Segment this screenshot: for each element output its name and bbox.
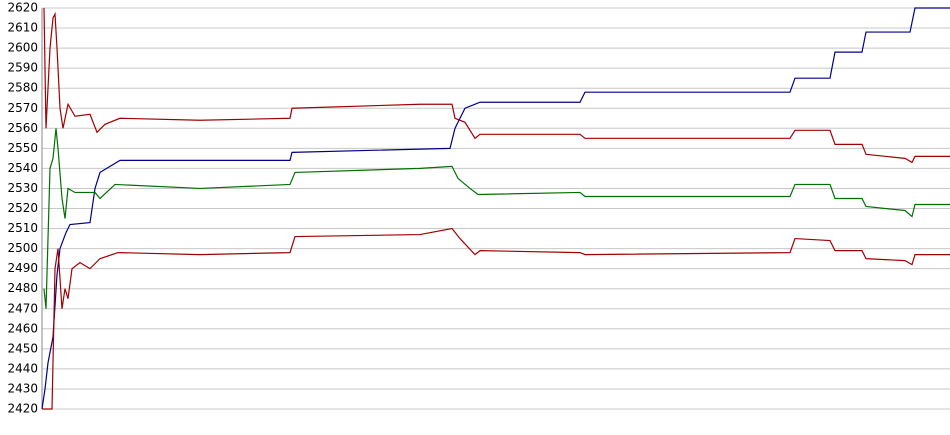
y-tick-label: 2490	[7, 261, 38, 275]
series-line	[42, 227, 950, 410]
y-tick-label: 2570	[7, 101, 38, 115]
y-tick-label: 2600	[7, 41, 38, 55]
y-tick-label: 2500	[7, 241, 38, 255]
y-tick-label: 2460	[7, 321, 38, 335]
series-line	[43, 7, 950, 164]
y-tick-label: 2450	[7, 341, 38, 355]
y-tick-label: 2550	[7, 141, 38, 155]
y-tick-label: 2590	[7, 61, 38, 75]
y-tick-label: 2580	[7, 81, 38, 95]
y-tick-label: 2620	[7, 1, 38, 15]
series-line	[43, 128, 950, 309]
y-tick-label: 2520	[7, 201, 38, 215]
y-tick-label: 2560	[7, 121, 38, 135]
y-tick-label: 2470	[7, 301, 38, 315]
y-tick-label: 2540	[7, 161, 38, 175]
y-tick-label: 2420	[7, 402, 38, 416]
y-tick-label: 2510	[7, 221, 38, 235]
y-tick-label: 2440	[7, 361, 38, 375]
y-tick-label: 2480	[7, 281, 38, 295]
y-tick-label: 2430	[7, 381, 38, 395]
y-tick-label: 2610	[7, 21, 38, 35]
y-tick-label: 2530	[7, 181, 38, 195]
